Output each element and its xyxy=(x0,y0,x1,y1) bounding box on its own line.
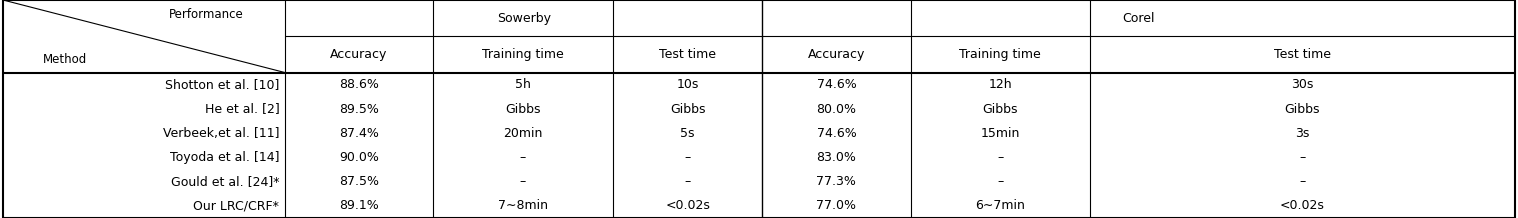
Text: 80.0%: 80.0% xyxy=(817,102,856,116)
Text: Corel: Corel xyxy=(1122,12,1155,25)
Text: –: – xyxy=(519,151,527,164)
Text: 89.1%: 89.1% xyxy=(339,199,380,212)
Text: –: – xyxy=(997,151,1003,164)
Text: 5h: 5h xyxy=(515,78,531,91)
Text: Shotton et al. [10]: Shotton et al. [10] xyxy=(165,78,279,91)
Text: <0.02s: <0.02s xyxy=(1280,199,1325,212)
Text: 87.4%: 87.4% xyxy=(339,127,380,140)
Text: 12h: 12h xyxy=(988,78,1013,91)
Text: Toyoda et al. [14]: Toyoda et al. [14] xyxy=(170,151,279,164)
Text: Accuracy: Accuracy xyxy=(808,48,865,61)
Text: Method: Method xyxy=(43,53,87,66)
Text: He et al. [2]: He et al. [2] xyxy=(205,102,279,116)
Text: –: – xyxy=(997,175,1003,188)
Text: Sowerby: Sowerby xyxy=(496,12,551,25)
Text: Test time: Test time xyxy=(1274,48,1331,61)
Text: 20min: 20min xyxy=(504,127,542,140)
Text: Verbeek,et al. [11]: Verbeek,et al. [11] xyxy=(162,127,279,140)
Text: –: – xyxy=(519,175,527,188)
Text: 89.5%: 89.5% xyxy=(339,102,380,116)
Text: 10s: 10s xyxy=(677,78,698,91)
Text: 83.0%: 83.0% xyxy=(817,151,856,164)
Text: Training time: Training time xyxy=(959,48,1041,61)
Text: 6∼7min: 6∼7min xyxy=(976,199,1025,212)
Text: 15min: 15min xyxy=(981,127,1020,140)
Text: 90.0%: 90.0% xyxy=(339,151,380,164)
Text: –: – xyxy=(1299,175,1305,188)
Text: 74.6%: 74.6% xyxy=(817,78,856,91)
Text: Gould et al. [24]*: Gould et al. [24]* xyxy=(172,175,279,188)
Text: 87.5%: 87.5% xyxy=(339,175,380,188)
Text: 30s: 30s xyxy=(1292,78,1313,91)
Text: Our LRC/CRF*: Our LRC/CRF* xyxy=(193,199,279,212)
Text: Gibbs: Gibbs xyxy=(982,102,1019,116)
Text: –: – xyxy=(685,175,691,188)
Text: Gibbs: Gibbs xyxy=(669,102,706,116)
Text: 88.6%: 88.6% xyxy=(339,78,380,91)
Text: 5s: 5s xyxy=(680,127,695,140)
Text: Training time: Training time xyxy=(483,48,563,61)
Text: Accuracy: Accuracy xyxy=(331,48,387,61)
Text: 7∼8min: 7∼8min xyxy=(498,199,548,212)
Text: 77.0%: 77.0% xyxy=(817,199,856,212)
Text: 3s: 3s xyxy=(1295,127,1310,140)
Text: –: – xyxy=(685,151,691,164)
Text: 77.3%: 77.3% xyxy=(817,175,856,188)
Text: Test time: Test time xyxy=(659,48,716,61)
Text: –: – xyxy=(1299,151,1305,164)
Text: <0.02s: <0.02s xyxy=(665,199,710,212)
Text: Gibbs: Gibbs xyxy=(1284,102,1321,116)
Text: 74.6%: 74.6% xyxy=(817,127,856,140)
Text: Performance: Performance xyxy=(168,8,244,21)
Text: Gibbs: Gibbs xyxy=(505,102,540,116)
